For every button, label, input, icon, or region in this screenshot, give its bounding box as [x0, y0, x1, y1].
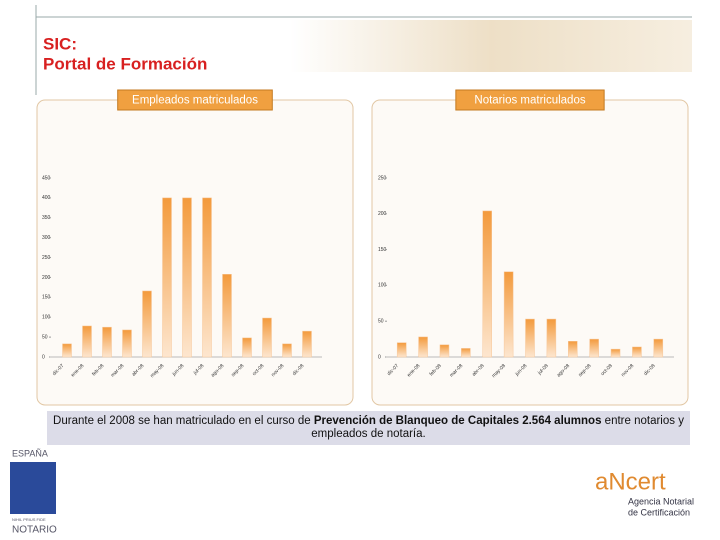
bar [482, 210, 492, 358]
bar [610, 348, 621, 358]
bar [242, 337, 252, 358]
bar [302, 330, 312, 358]
bar [503, 271, 514, 358]
logo-text: Agencia Notarial [628, 496, 694, 506]
y-tick-label: 150 [378, 247, 387, 253]
bar [62, 343, 72, 358]
y-tick-label: 100 [378, 283, 387, 289]
bar [102, 326, 112, 358]
y-tick-label: 200 [42, 275, 51, 281]
logo-left: ESPAÑA NIHIL PRIUS FIDE NOTARIO [10, 448, 57, 536]
title-line: SIC: [43, 34, 77, 53]
note-bold: Prevención de Blanqueo de Capitales 2.56… [313, 415, 602, 427]
bar [525, 318, 535, 358]
bar [262, 317, 272, 358]
logo-text: aNcert [595, 468, 666, 495]
bar [82, 325, 92, 358]
bar [653, 338, 664, 358]
bar [589, 338, 599, 358]
bar [142, 290, 152, 358]
y-tick-label: 0 [42, 354, 45, 360]
logo-text: NIHIL PRIUS FIDE [12, 517, 46, 522]
y-tick-label: 350 [42, 215, 51, 221]
bar [122, 329, 132, 358]
chart-title: Notarios matriculados [474, 95, 585, 107]
y-tick-label: 100 [42, 315, 51, 321]
bar [202, 197, 212, 358]
chart-panel [36, 99, 354, 406]
y-tick-label: 50 [378, 319, 384, 325]
header-decoration [290, 20, 692, 72]
bar [439, 344, 450, 358]
y-tick-label: 250 [42, 255, 51, 261]
bar [222, 274, 232, 358]
bar [418, 336, 428, 358]
bar [162, 197, 172, 358]
bar [461, 348, 471, 358]
bar [396, 342, 407, 358]
logo-text: NOTARIO [12, 525, 57, 536]
logo-text: ESPAÑA [12, 448, 48, 458]
logo-right: aNcert Agencia Notarial de Certificación [595, 468, 694, 517]
chart-title-box [455, 89, 605, 111]
bar [632, 346, 642, 358]
bar [568, 340, 578, 358]
y-tick-label: 450 [42, 175, 51, 181]
y-tick-label: 250 [378, 175, 387, 181]
chart-panel [371, 99, 689, 406]
bar [546, 318, 557, 358]
y-tick-label: 400 [42, 195, 51, 201]
logo-text: de Certificación [628, 507, 690, 517]
bar [182, 197, 192, 358]
logo-flag [10, 462, 56, 514]
note-text: entre notarios y empleados de notaría. [311, 415, 684, 440]
chart-title-box [117, 89, 273, 111]
chart-title: Empleados matriculados [132, 95, 258, 107]
y-tick-label: 50 [42, 334, 48, 340]
title-line: Portal de Formación [43, 54, 207, 73]
y-tick-label: 0 [378, 354, 381, 360]
y-tick-label: 300 [42, 235, 51, 241]
bar [282, 343, 292, 358]
y-tick-label: 150 [42, 295, 51, 301]
note: Durante el 2008 se han matriculado en el… [47, 411, 690, 445]
note-text: Durante el 2008 se han matriculado en el… [53, 415, 314, 427]
y-tick-label: 200 [378, 211, 387, 217]
